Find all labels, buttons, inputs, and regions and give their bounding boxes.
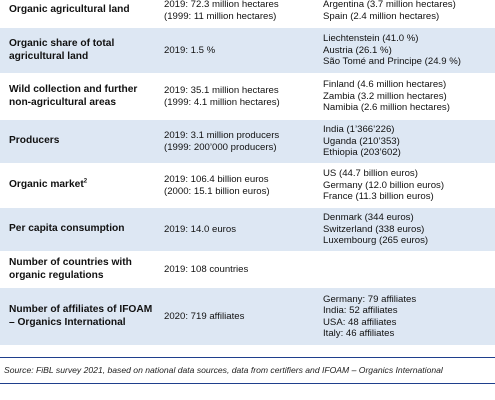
- leader-line: Finland (4.6 million hectares): [323, 79, 447, 91]
- leader-line: Spain (2.4 million hectares): [323, 10, 440, 22]
- leader-line: Argentina (3.7 million hectares): [323, 0, 456, 10]
- source-bottom-rule: [0, 383, 495, 384]
- value-line: 2019: 72.3 million hectares: [164, 0, 279, 10]
- leader-line: Luxembourg (265 euros): [323, 235, 429, 247]
- row-label-text: Per capita consumption: [9, 223, 125, 235]
- value-line: (1999: 200’000 producers): [164, 141, 277, 153]
- row-leaders: Germany: 79 affiliates India: 52 affilia…: [315, 294, 495, 340]
- value-line: 2019: 14.0 euros: [164, 223, 237, 235]
- leader-line: India (1’366’226): [323, 124, 395, 136]
- row-label-text: Organic market2: [9, 179, 158, 192]
- leader-line: US (44.7 billion euros): [323, 168, 418, 180]
- row-value: 2019: 106.4 billion euros (2000: 15.1 bi…: [158, 174, 315, 197]
- table-row: Organic agricultural land 2019: 72.3 mil…: [0, 0, 495, 28]
- row-leaders: US (44.7 billion euros) Germany (12.0 bi…: [315, 168, 495, 203]
- row-label-text: Organic agricultural land: [9, 4, 130, 16]
- value-line: (1999: 4.1 million hectares): [164, 96, 280, 108]
- leader-line: Namibia (2.6 million hectares): [323, 102, 450, 114]
- value-line: 2019: 3.1 million producers: [164, 130, 280, 141]
- leader-line: Zambia (3.2 million hectares): [323, 90, 447, 102]
- row-label-text: Organic share of total: [9, 38, 115, 49]
- leader-line: Ethiopia (203’602): [323, 147, 401, 159]
- row-label-text: agricultural land: [9, 50, 89, 62]
- table-row: Wild collection and further non-agricult…: [0, 74, 495, 120]
- row-value: 2019: 35.1 million hectares (1999: 4.1 m…: [158, 85, 315, 108]
- table-bottom-rule: [0, 357, 495, 358]
- row-label: Organic market2: [0, 179, 158, 192]
- row-leaders: Argentina (3.7 million hectares) Spain (…: [315, 0, 495, 22]
- value-line: (1999: 11 million hectares): [164, 10, 277, 22]
- value-line: 2019: 1.5 %: [164, 44, 216, 56]
- row-value: 2019: 14.0 euros: [158, 224, 315, 236]
- leader-line: Germany: 79 affiliates: [323, 293, 417, 305]
- row-leaders: Denmark (344 euros) Switzerland (338 eur…: [315, 212, 495, 247]
- leader-line: USA: 48 affiliates: [323, 316, 397, 328]
- row-value: 2019: 1.5 %: [158, 45, 315, 57]
- footnote-marker: 2: [83, 178, 88, 185]
- value-line: 2019: 108 countries: [164, 263, 249, 275]
- value-line: 2020: 719 affiliates: [164, 310, 245, 322]
- leader-line: Denmark (344 euros): [323, 212, 414, 224]
- row-label: Organic share of total agricultural land: [0, 38, 158, 63]
- leader-line: Uganda (210’353): [323, 135, 400, 147]
- row-label: Wild collection and further non-agricult…: [0, 84, 158, 109]
- row-label-text: Number of affiliates of IFOAM: [9, 304, 153, 315]
- leader-line: Germany (12.0 billion euros): [323, 179, 445, 191]
- row-label-text: non-agricultural areas: [9, 96, 116, 108]
- leader-line: Austria (26.1 %): [323, 44, 392, 56]
- organic-market-label: Organic market: [9, 179, 84, 191]
- row-leaders: Liechtenstein (41.0 %) Austria (26.1 %) …: [315, 33, 495, 68]
- table-row: Organic share of total agricultural land…: [0, 28, 495, 74]
- value-line: (2000: 15.1 billion euros): [164, 185, 270, 197]
- row-label: Per capita consumption: [0, 223, 158, 236]
- table-row: Producers 2019: 3.1 million producers (1…: [0, 120, 495, 164]
- row-value: 2020: 719 affiliates: [158, 311, 315, 323]
- value-line: 2019: 35.1 million hectares: [164, 85, 279, 96]
- table-row: Per capita consumption 2019: 14.0 euros …: [0, 208, 495, 252]
- row-label: Producers: [0, 135, 158, 148]
- table-row: Organic market2 2019: 106.4 billion euro…: [0, 164, 495, 208]
- leader-line: France (11.3 billion euros): [323, 191, 434, 203]
- table-row: Number of affiliates of IFOAM – Organics…: [0, 288, 495, 346]
- row-label-text: organic regulations: [9, 269, 104, 281]
- row-label: Number of countries with organic regulat…: [0, 257, 158, 282]
- value-line: 2019: 106.4 billion euros: [164, 174, 269, 185]
- row-label-text: Producers: [9, 135, 60, 147]
- row-value: 2019: 108 countries: [158, 264, 315, 276]
- leader-line: Switzerland (338 euros): [323, 223, 425, 235]
- source-note: Source: FiBL survey 2021, based on natio…: [4, 365, 443, 375]
- row-leaders: India (1’366’226) Uganda (210’353) Ethio…: [315, 124, 495, 159]
- row-label: Number of affiliates of IFOAM – Organics…: [0, 304, 158, 329]
- row-value: 2019: 3.1 million producers (1999: 200’0…: [158, 130, 315, 153]
- row-label-text: Number of countries with: [9, 257, 132, 268]
- leader-line: São Tomé and Principe (24.9 %): [323, 56, 461, 68]
- row-label: Organic agricultural land: [0, 4, 158, 17]
- key-indicators-table: Organic agricultural land 2019: 72.3 mil…: [0, 0, 495, 346]
- row-label-text: Wild collection and further: [9, 84, 138, 95]
- leader-line: India: 52 affiliates: [323, 305, 398, 316]
- leader-line: Italy: 46 affiliates: [323, 328, 395, 339]
- leader-line: Liechtenstein (41.0 %): [323, 33, 419, 45]
- row-value: 2019: 72.3 million hectares (1999: 11 mi…: [158, 0, 315, 22]
- row-leaders: Finland (4.6 million hectares) Zambia (3…: [315, 79, 495, 114]
- table-row: Number of countries with organic regulat…: [0, 252, 495, 288]
- row-label-text: – Organics International: [9, 316, 126, 328]
